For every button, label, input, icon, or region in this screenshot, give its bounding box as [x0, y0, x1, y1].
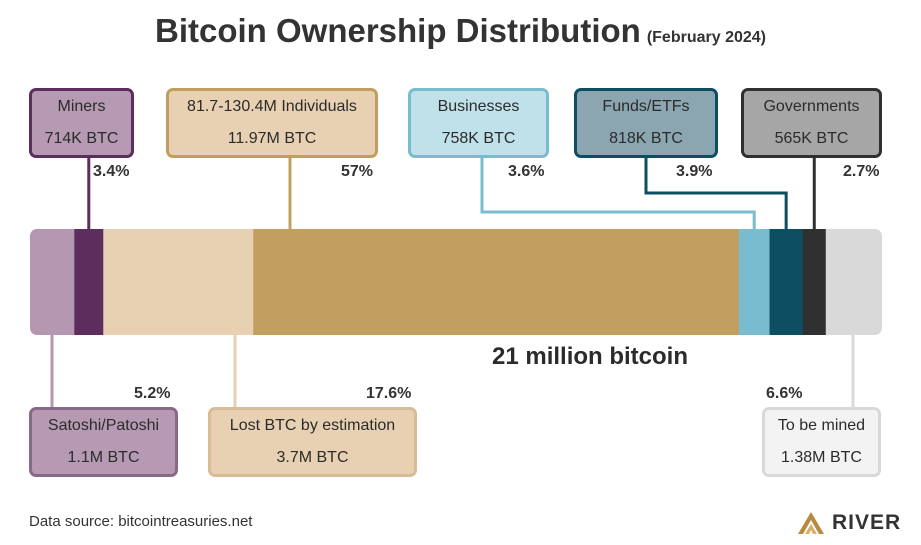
bar-segment-individuals — [253, 229, 740, 335]
box-name: 81.7-130.4M Individuals — [187, 98, 357, 115]
box-value: 758K BTC — [441, 130, 516, 147]
bar-segment-miners — [74, 229, 104, 335]
box-value: 3.7M BTC — [276, 449, 349, 466]
bar-segment-funds — [769, 229, 804, 335]
percent-label-miners: 3.4% — [93, 163, 130, 180]
bar-caption: 21 million bitcoin — [491, 343, 689, 370]
brand-name: RIVER — [832, 511, 902, 534]
box-name: Funds/ETFs — [602, 98, 690, 115]
stacked-bar — [30, 229, 882, 335]
connector-businesses — [480, 158, 756, 229]
percent-label-lost: 17.6% — [366, 385, 412, 402]
river-logo-icon — [798, 512, 824, 534]
bar-segment-satoshi — [30, 229, 75, 335]
box-value: 714K BTC — [44, 130, 119, 147]
label-box-lost: Lost BTC by estimation 3.7M BTC — [208, 407, 417, 477]
chart-title: Bitcoin Ownership Distribution — [154, 12, 641, 49]
bar-segment-governments — [802, 229, 827, 335]
box-value: 11.97M BTC — [227, 130, 317, 147]
box-name: Businesses — [437, 98, 520, 115]
label-box-mined: To be mined 1.38M BTC — [762, 407, 881, 477]
label-box-funds: Funds/ETFs 818K BTC — [574, 88, 718, 158]
box-name: Satoshi/Patoshi — [47, 417, 160, 434]
bar-segment-businesses — [738, 229, 771, 335]
box-name: Governments — [763, 98, 860, 115]
box-value: 1.1M BTC — [67, 449, 140, 466]
label-box-governments: Governments 565K BTC — [741, 88, 882, 158]
connector-lines — [50, 158, 855, 407]
bar-segment-lost — [103, 229, 254, 335]
label-box-individuals: 81.7-130.4M Individuals 11.97M BTC — [166, 88, 378, 158]
box-value: 1.38M BTC — [781, 449, 862, 466]
percent-label-governments: 2.7% — [843, 163, 880, 180]
percent-label-funds: 3.9% — [676, 163, 713, 180]
box-name: Lost BTC by estimation — [229, 417, 396, 434]
connector-funds — [644, 158, 788, 229]
label-box-satoshi: Satoshi/Patoshi 1.1M BTC — [29, 407, 178, 477]
chart-subtitle: (February 2024) — [646, 29, 766, 46]
data-source: Data source: bitcointreasuries.net — [29, 513, 253, 530]
box-value: 818K BTC — [609, 130, 683, 147]
bar-segment-mined — [825, 229, 882, 335]
percent-label-businesses: 3.6% — [508, 163, 545, 180]
box-name: To be mined — [777, 417, 866, 434]
river-logo: RIVER — [796, 510, 901, 536]
box-name: Miners — [57, 98, 106, 115]
percent-label-satoshi: 5.2% — [134, 385, 171, 402]
percent-label-mined: 6.6% — [766, 385, 803, 402]
label-box-miners: Miners 714K BTC — [29, 88, 134, 158]
percent-label-individuals: 57% — [341, 163, 374, 180]
box-value: 565K BTC — [774, 130, 849, 147]
title-row: Bitcoin Ownership Distribution (February … — [0, 12, 921, 50]
label-box-businesses: Businesses 758K BTC — [408, 88, 549, 158]
